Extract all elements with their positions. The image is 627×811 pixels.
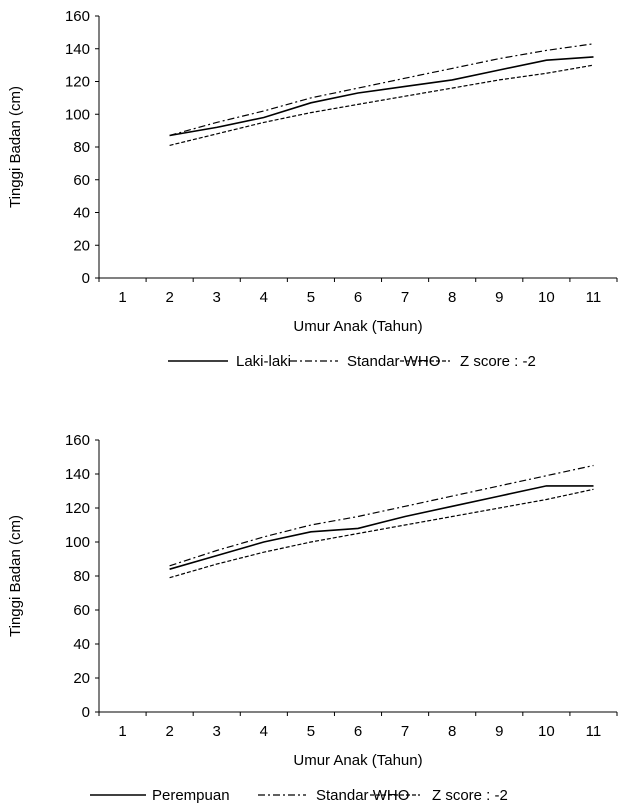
y-axis-title: Tinggi Badan (cm) <box>7 515 24 637</box>
y-tick-label: 120 <box>65 500 90 517</box>
y-tick-label: 20 <box>73 237 90 254</box>
y-axis-title: Tinggi Badan (cm) <box>7 86 24 208</box>
series-line-1 <box>169 485 594 570</box>
y-tick-label: 60 <box>73 172 90 189</box>
chart-1: 0 20 40 60 80 100 120 140 160 1 2 3 4 5 6 7 8 9 10 11 Umur A… <box>7 8 618 370</box>
x-tick-label: 11 <box>586 723 602 740</box>
y-tick-label: 20 <box>73 670 90 687</box>
x-tick-label: 8 <box>448 723 456 740</box>
x-tick-label: 5 <box>307 289 315 306</box>
series-line-2 <box>169 464 594 567</box>
legend-label-1: Laki-laki <box>236 353 291 370</box>
x-tick-label: 6 <box>354 723 362 740</box>
y-tick-label: 160 <box>65 8 90 25</box>
x-tick-label: 7 <box>401 289 409 306</box>
series-line-1 <box>169 56 594 137</box>
x-tick-label: 1 <box>118 723 126 740</box>
x-tick-label: 1 <box>118 289 126 306</box>
series-line-2 <box>169 43 594 137</box>
series-line-3 <box>169 64 594 146</box>
x-tick-label: 2 <box>165 289 173 306</box>
x-axis-title: Umur Anak (Tahun) <box>293 318 422 335</box>
y-tick-label: 80 <box>73 139 90 156</box>
y-tick-label: 100 <box>65 106 90 123</box>
legend-label-2: Standar WHO <box>347 353 440 370</box>
chart-2: 0 20 40 60 80 100 120 140 160 1 2 3 4 5 6 7 8 9 10 11 Umur A… <box>7 432 618 804</box>
x-tick-label: 7 <box>401 723 409 740</box>
y-tick-label: 60 <box>73 602 90 619</box>
legend-label-3: Z score : -2 <box>460 353 536 370</box>
x-tick-label: 9 <box>495 289 503 306</box>
x-tick-label: 4 <box>260 723 268 740</box>
x-tick-label: 10 <box>538 723 555 740</box>
x-tick-label: 4 <box>260 289 268 306</box>
y-tick-label: 140 <box>65 466 90 483</box>
x-tick-label: 11 <box>586 289 602 306</box>
legend-label-2: Standar WHO <box>316 787 409 804</box>
x-tick-label: 10 <box>538 289 555 306</box>
y-tick-label: 80 <box>73 568 90 585</box>
x-tick-label: 3 <box>213 723 221 740</box>
y-tick-label: 0 <box>82 270 90 287</box>
y-tick-label: 140 <box>65 41 90 58</box>
x-axis-title: Umur Anak (Tahun) <box>293 752 422 769</box>
legend-label-3: Z score : -2 <box>432 787 508 804</box>
legend-label-1: Perempuan <box>152 787 230 804</box>
y-tick-label: 100 <box>65 534 90 551</box>
x-tick-label: 5 <box>307 723 315 740</box>
y-tick-label: 120 <box>65 74 90 91</box>
y-tick-label: 40 <box>73 636 90 653</box>
x-tick-label: 2 <box>165 723 173 740</box>
x-tick-label: 3 <box>213 289 221 306</box>
x-tick-label: 6 <box>354 289 362 306</box>
series-line-3 <box>169 488 594 579</box>
y-tick-label: 40 <box>73 205 90 222</box>
x-tick-label: 9 <box>495 723 503 740</box>
x-tick-label: 8 <box>448 289 456 306</box>
y-tick-label: 160 <box>65 432 90 449</box>
y-tick-label: 0 <box>82 704 90 721</box>
